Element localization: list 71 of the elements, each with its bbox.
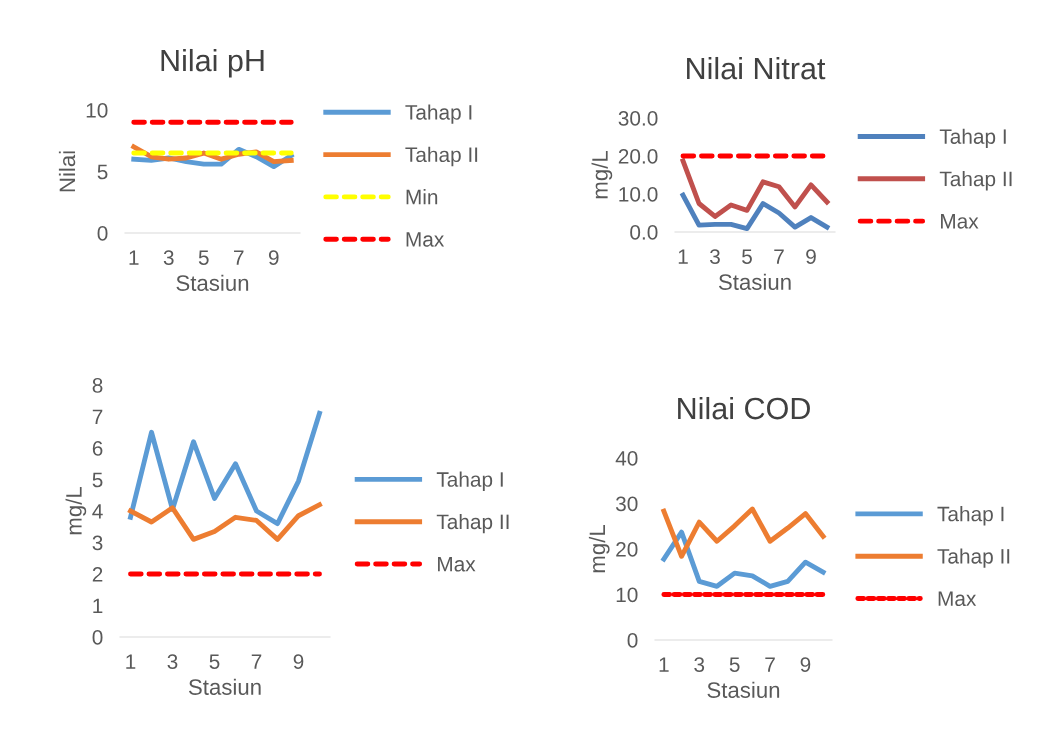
legend-label: Tahap I bbox=[436, 471, 503, 491]
y-tick-label: 5 bbox=[92, 472, 103, 488]
y-tick-label: 5 bbox=[97, 164, 108, 180]
y-tick-label: 30 bbox=[615, 496, 638, 512]
legend-label: Tahap II bbox=[436, 513, 509, 534]
x-tick-label: 9 bbox=[806, 249, 816, 264]
x-tick-label: 7 bbox=[765, 657, 775, 672]
legend-label: Tahap I bbox=[939, 128, 1006, 149]
line-series bbox=[128, 410, 322, 527]
y-tick-label: 0.0 bbox=[630, 225, 658, 240]
y-tick-label: 0 bbox=[627, 633, 638, 648]
legend-label: Max bbox=[406, 232, 445, 247]
y-tick-label: 7 bbox=[92, 409, 103, 425]
legend-label: Tahap I bbox=[405, 104, 472, 124]
x-tick-label: 9 bbox=[268, 250, 279, 265]
line-series bbox=[128, 502, 322, 542]
y-axis-title: Nilai bbox=[58, 151, 76, 192]
y-axis-title: mg/L bbox=[591, 151, 613, 199]
y-tick-label: 10 bbox=[616, 587, 638, 603]
x-tick-label: 1 bbox=[678, 249, 688, 264]
y-tick-label: 30.0 bbox=[618, 111, 658, 126]
y-tick-label: 6 bbox=[92, 441, 103, 456]
x-tick-label: 1 bbox=[129, 250, 139, 265]
y-tick-label: 8 bbox=[92, 378, 103, 393]
y-tick-label: 20 bbox=[616, 542, 638, 557]
chart-title: Nilai Nitrat bbox=[687, 56, 826, 80]
legend-label: Tahap II bbox=[937, 548, 1010, 568]
x-tick-label: 3 bbox=[163, 250, 174, 265]
line-series bbox=[661, 506, 826, 559]
x-tick-label: 5 bbox=[209, 654, 220, 669]
x-tick-label: 7 bbox=[774, 249, 784, 264]
y-axis-title: mg/L bbox=[65, 487, 87, 535]
x-axis-title: Stasiun bbox=[188, 678, 261, 695]
x-tick-label: 9 bbox=[800, 657, 811, 672]
x-tick-label: 7 bbox=[234, 250, 244, 265]
legend-label: Max bbox=[941, 214, 979, 229]
chart-title: Nilai pH bbox=[161, 48, 264, 78]
x-tick-label: 3 bbox=[710, 249, 720, 264]
y-tick-label: 40 bbox=[615, 451, 638, 466]
legend-label: Min bbox=[406, 189, 438, 205]
y-tick-label: 3 bbox=[92, 535, 103, 551]
y-tick-label: 4 bbox=[92, 504, 103, 519]
x-tick-label: 3 bbox=[694, 657, 705, 672]
x-tick-label: 7 bbox=[251, 654, 262, 669]
y-tick-label: 0 bbox=[97, 226, 108, 241]
y-tick-label: 10.0 bbox=[619, 187, 658, 202]
x-tick-label: 9 bbox=[293, 654, 304, 669]
x-axis-title: Stasiun bbox=[176, 274, 249, 291]
x-tick-label: 5 bbox=[729, 657, 740, 672]
legend-label: Max bbox=[938, 591, 977, 607]
line-series bbox=[680, 192, 830, 232]
line-series bbox=[661, 529, 826, 589]
legend-label: Tahap II bbox=[939, 170, 1012, 191]
y-tick-label: 2 bbox=[92, 567, 103, 582]
x-axis-title: Stasiun bbox=[718, 273, 791, 290]
chart-title: Nilai COD bbox=[678, 396, 810, 420]
y-tick-label: 1 bbox=[93, 598, 103, 614]
x-tick-label: 1 bbox=[659, 657, 669, 672]
legend-label: Tahap II bbox=[405, 146, 478, 167]
x-axis-title: Stasiun bbox=[707, 681, 780, 698]
line-series bbox=[680, 158, 830, 219]
x-tick-label: 1 bbox=[126, 654, 136, 669]
y-tick-label: 20.0 bbox=[618, 149, 658, 164]
x-tick-label: 5 bbox=[742, 249, 752, 264]
x-tick-label: 3 bbox=[167, 654, 178, 669]
legend-label: Max bbox=[438, 556, 476, 572]
legend-label: Tahap I bbox=[937, 506, 1004, 526]
y-tick-label: 0 bbox=[92, 630, 103, 645]
y-axis-title: mg/L bbox=[588, 525, 610, 573]
y-tick-label: 10 bbox=[86, 103, 108, 118]
x-tick-label: 5 bbox=[198, 250, 209, 265]
